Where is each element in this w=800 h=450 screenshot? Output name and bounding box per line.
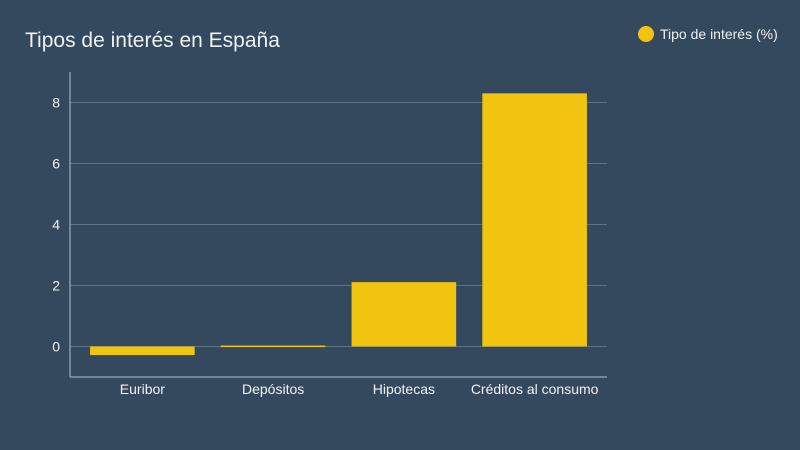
chart-title: Tipos de interés en España: [25, 29, 280, 52]
x-tick-label: Hipotecas: [373, 381, 435, 397]
bar: [90, 346, 195, 356]
y-tick-label: 8: [52, 95, 60, 111]
x-axis-ticks: Euribor Depósitos Hipotecas Créditos al con…: [120, 381, 599, 397]
bar: [351, 282, 457, 347]
legend-label: Tipo de interés (%): [660, 26, 778, 42]
y-tick-label: 4: [52, 217, 60, 233]
legend-swatch: [638, 26, 654, 42]
bar: [220, 345, 326, 348]
y-axis-ticks: 0 2 4 6 8: [52, 95, 60, 355]
y-tick-label: 0: [52, 339, 60, 355]
x-tick-label: Euribor: [120, 381, 165, 397]
y-tick-label: 6: [52, 156, 60, 172]
x-tick-label: Depósitos: [242, 381, 304, 397]
y-tick-label: 2: [52, 278, 60, 294]
x-tick-label: Créditos al consumo: [471, 381, 599, 397]
bar: [482, 93, 587, 347]
legend: Tipo de interés (%): [638, 26, 778, 42]
bars: [90, 93, 587, 356]
